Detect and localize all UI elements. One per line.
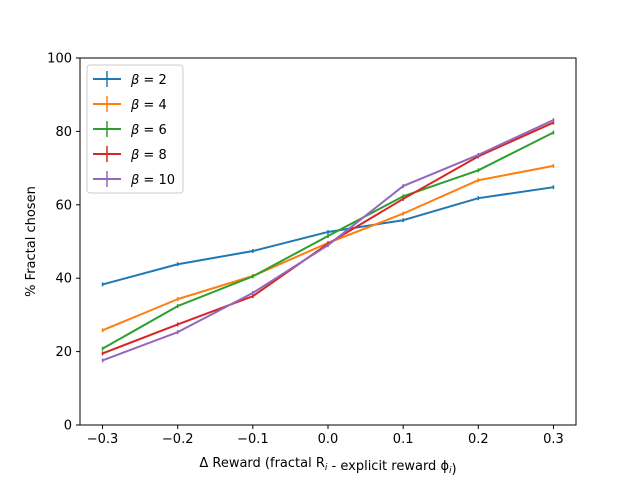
legend-value: = 10	[139, 173, 175, 188]
x-tick-label: 0.3	[543, 432, 564, 447]
legend-label: β = 10	[130, 173, 175, 188]
legend-entry: β = 6	[93, 121, 167, 138]
x-axis-label-part: )	[452, 462, 457, 477]
x-axis-label-part: Δ Reward (fractal R	[199, 456, 325, 471]
y-tick-label: 100	[47, 52, 72, 67]
x-tick-label: 0.1	[393, 432, 414, 447]
legend-label: β = 8	[130, 148, 167, 163]
legend-label: β = 6	[130, 123, 167, 138]
legend-entry: β = 10	[93, 171, 175, 188]
y-tick-label: 0	[64, 419, 72, 434]
legend-label: β = 2	[130, 73, 167, 88]
legend-symbol: β	[130, 123, 139, 138]
x-axis: −0.3 −0.2 −0.1 0.0 0.1 0.2 0.3	[87, 425, 564, 447]
legend-entry: β = 2	[93, 71, 167, 88]
x-tick-label: 0.2	[468, 432, 489, 447]
legend-symbol: β	[130, 173, 139, 188]
legend-symbol: β	[130, 73, 139, 88]
legend-box	[86, 64, 184, 194]
y-axis: 0 20 40 60 80 100	[47, 52, 80, 434]
legend-label: β = 4	[130, 98, 167, 113]
x-tick-label: −0.3	[87, 432, 119, 447]
legend-value: = 8	[139, 148, 166, 163]
legend-symbol: β	[130, 148, 139, 163]
x-tick-label: 0.0	[318, 432, 339, 447]
x-axis-label-part: - explicit reward ϕ	[327, 459, 449, 474]
x-axis-label: Δ Reward (fractal Ri - explicit reward ϕ…	[199, 456, 456, 477]
legend-value: = 4	[139, 98, 166, 113]
y-tick-label: 80	[55, 125, 72, 140]
y-tick-label: 20	[55, 345, 72, 360]
y-tick-label: 60	[55, 198, 72, 213]
legend-value: = 2	[139, 73, 166, 88]
series-layer	[101, 118, 555, 363]
legend-value: = 6	[139, 123, 166, 138]
legend-entry: β = 4	[93, 96, 167, 113]
legend-symbol: β	[130, 98, 139, 113]
x-tick-label: −0.1	[237, 432, 269, 447]
y-tick-label: 40	[55, 272, 72, 287]
x-axis-label-subscript: i	[449, 466, 452, 476]
x-tick-label: −0.2	[162, 432, 194, 447]
legend-entry: β = 8	[93, 146, 167, 163]
y-axis-label: % Fractal chosen	[24, 186, 39, 297]
legend: β = 2β = 4β = 6β = 8β = 10	[86, 64, 184, 194]
x-axis-label-subscript: i	[325, 463, 328, 473]
